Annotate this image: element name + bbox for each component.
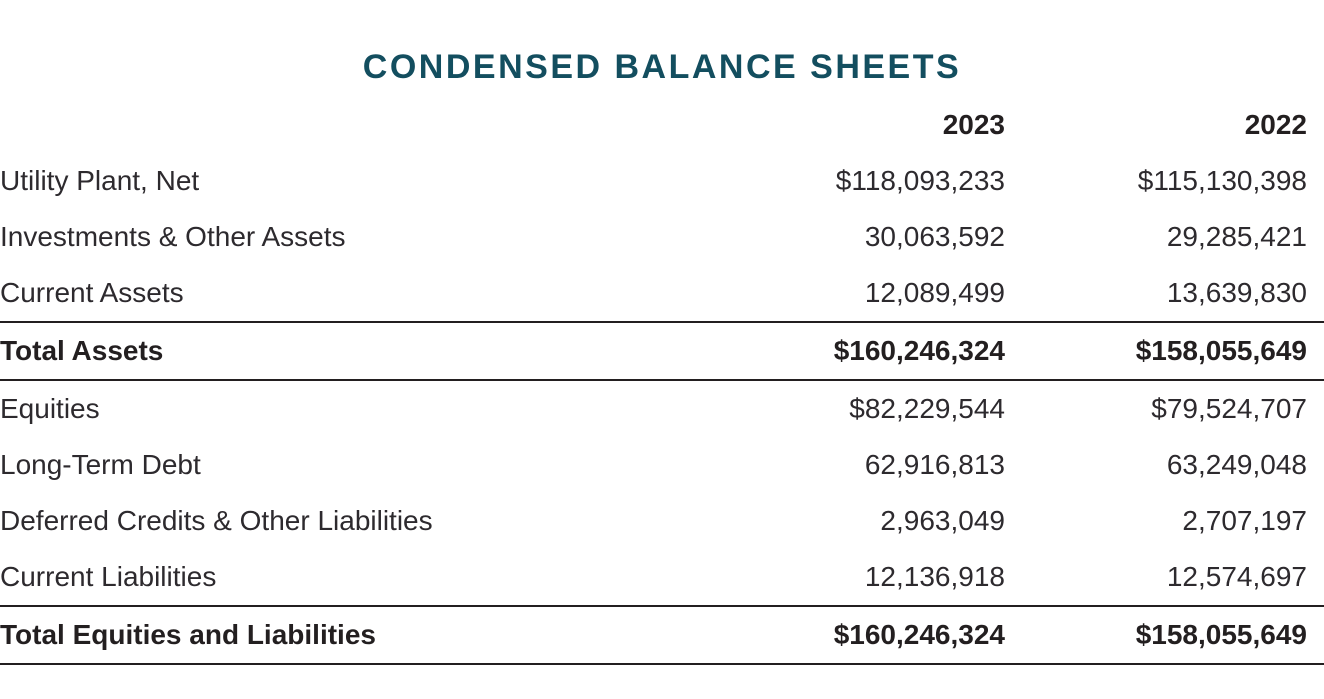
balance-sheet-table: 2023 2022 Utility Plant, Net $118,093,233… — [0, 97, 1324, 665]
table-row: Total Equities and Liabilities $160,246,3… — [0, 605, 1324, 665]
value-2022: $115,130,398 — [1137, 165, 1307, 196]
table-row: Utility Plant, Net $118,093,233 $115,130,3… — [0, 153, 1324, 209]
table-row: Investments & Other Assets 30,063,592 29,2… — [0, 209, 1324, 265]
table-row: Deferred Credits & Other Liabilities 2,96… — [0, 493, 1324, 549]
row-label: Deferred Credits & Other Liabilities — [0, 505, 433, 536]
row-label: Current Assets — [0, 277, 184, 308]
value-2023: $160,246,324 — [685, 321, 1005, 381]
value-2022: 12,574,697 — [1166, 561, 1307, 592]
value-2023: $82,229,544 — [849, 393, 1005, 424]
value-2022: 29,285,421 — [1166, 221, 1307, 252]
value-2022: $158,055,649 — [1005, 605, 1324, 665]
balance-sheet-document: CONDENSED BALANCE SHEETS 2023 2022 Utili… — [0, 48, 1324, 665]
row-label: Utility Plant, Net — [0, 165, 200, 196]
table-header-row: 2023 2022 — [0, 97, 1324, 153]
value-2023: 12,136,918 — [864, 561, 1005, 592]
row-label: Equities — [0, 393, 100, 424]
table-row: Current Assets 12,089,499 13,639,830 — [0, 265, 1324, 322]
table-header: 2023 2022 — [0, 97, 1324, 153]
value-2022: $79,524,707 — [1151, 393, 1307, 424]
row-label: Total Equities and Liabilities — [0, 605, 685, 665]
value-2023: 2,963,049 — [880, 505, 1005, 536]
row-label: Long-Term Debt — [0, 449, 201, 480]
table-row: Total Assets $160,246,324 $158,055,649 — [0, 321, 1324, 381]
value-2022: 63,249,048 — [1166, 449, 1307, 480]
row-label: Current Liabilities — [0, 561, 217, 592]
value-2023: 62,916,813 — [864, 449, 1005, 480]
value-2023: 12,089,499 — [864, 277, 1005, 308]
table-row: Long-Term Debt 62,916,813 63,249,048 — [0, 437, 1324, 493]
page-title: CONDENSED BALANCE SHEETS — [362, 48, 962, 86]
row-label: Total Assets — [0, 321, 685, 381]
table-row: Equities $82,229,544 $79,524,707 — [0, 380, 1324, 437]
row-label: Investments & Other Assets — [0, 221, 346, 252]
column-header-2023: 2023 — [942, 109, 1005, 140]
value-2022: 2,707,197 — [1182, 505, 1307, 536]
value-2023: $118,093,233 — [835, 165, 1005, 196]
table-row: Current Liabilities 12,136,918 12,574,697 — [0, 549, 1324, 606]
table-body: Utility Plant, Net $118,093,233 $115,130,3… — [0, 153, 1324, 665]
column-header-blank — [0, 97, 685, 153]
value-2023: $160,246,324 — [685, 605, 1005, 665]
value-2022: $158,055,649 — [1005, 321, 1324, 381]
column-header-2022: 2022 — [1244, 109, 1307, 140]
value-2023: 30,063,592 — [864, 221, 1005, 252]
value-2022: 13,639,830 — [1166, 277, 1307, 308]
